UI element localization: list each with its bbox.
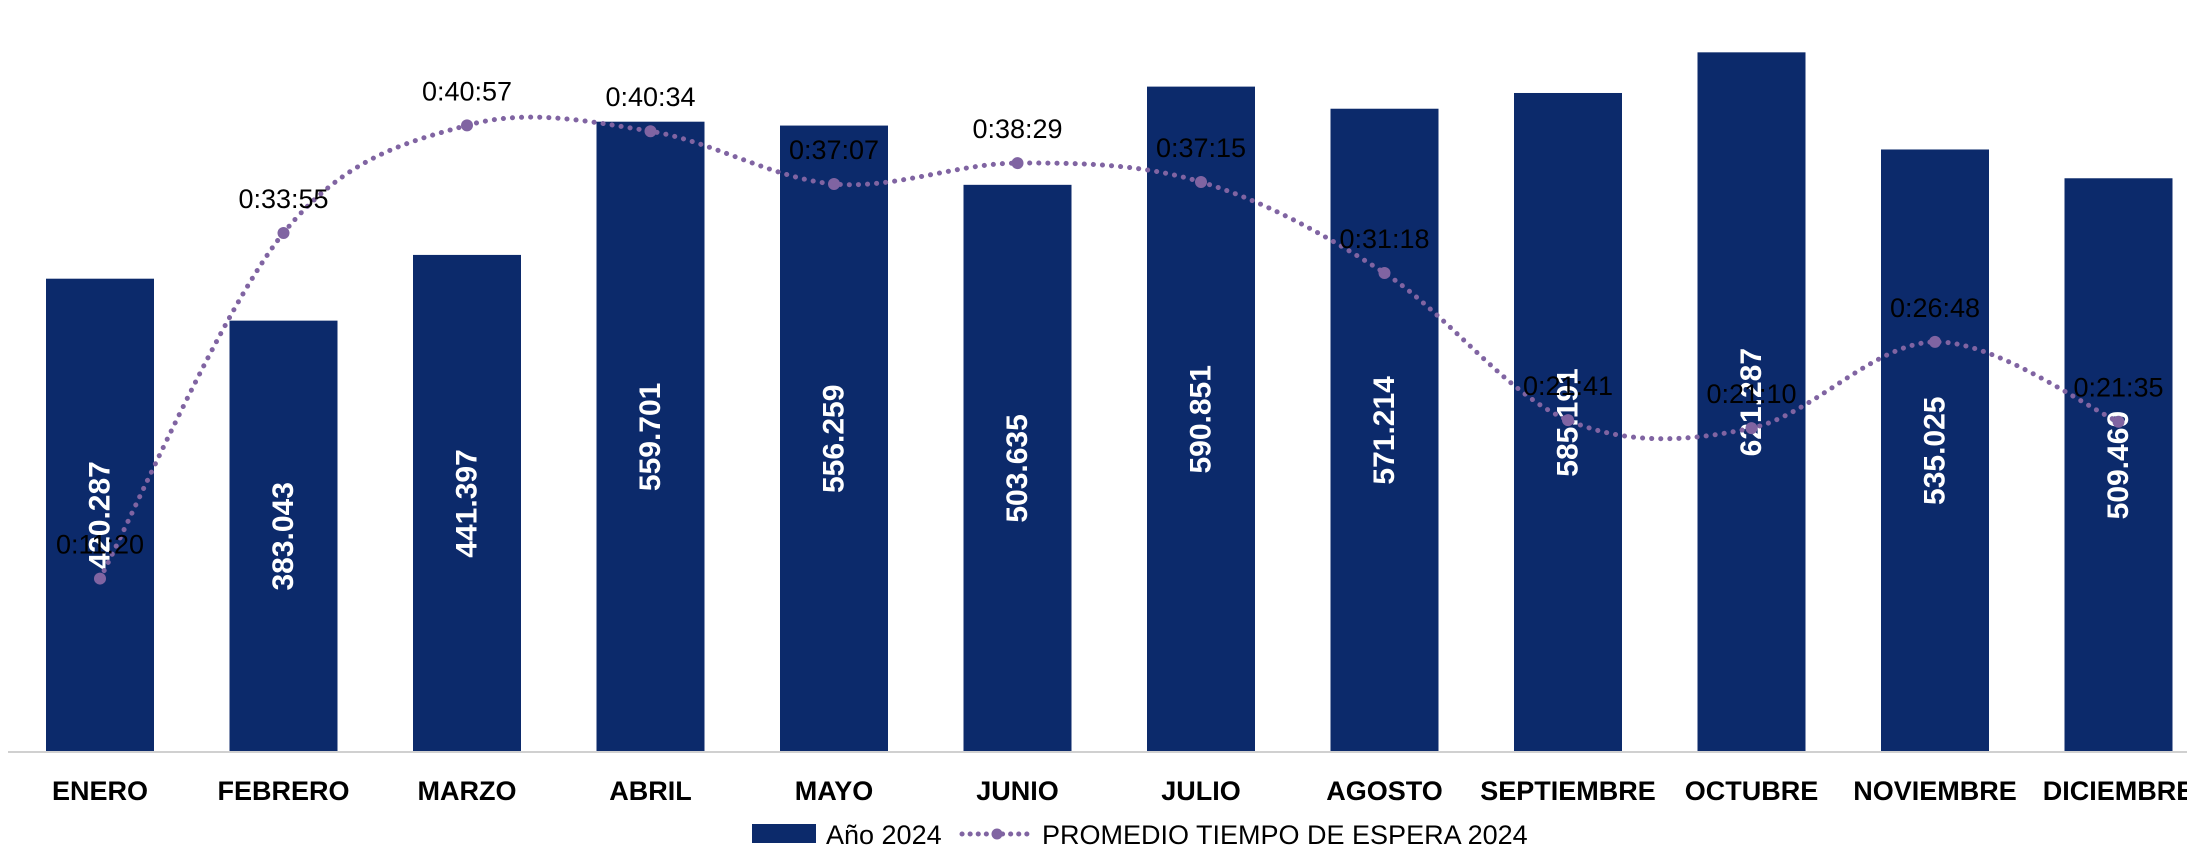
bar xyxy=(229,320,338,752)
bars-layer: 420.287 383.043 441.397 559.701 556.259 503.6… xyxy=(46,52,2173,753)
category-label: ABRIL xyxy=(609,776,692,806)
category-label: FEBRERO xyxy=(217,776,349,806)
category-label: AGOSTO xyxy=(1326,776,1443,806)
legend-swatch-marker xyxy=(991,828,1003,840)
bar-value-label: 621.287 xyxy=(1735,348,1768,456)
bar xyxy=(963,184,1072,752)
bar-value-label: 420.287 xyxy=(84,461,117,569)
line-value-label: 0:31:18 xyxy=(1339,224,1429,254)
category-label: NOVIEMBRE xyxy=(1853,776,2017,806)
line-value-label: 0:33:55 xyxy=(238,184,328,214)
line-marker xyxy=(1562,414,1574,427)
legend-swatch-bar xyxy=(752,824,816,843)
line-marker xyxy=(644,125,657,138)
bar xyxy=(1697,52,1806,752)
line-value-label: 0:40:57 xyxy=(422,76,512,106)
bar-value-label: 383.043 xyxy=(267,482,300,590)
line-layer xyxy=(94,114,2125,585)
category-label: MARZO xyxy=(418,776,517,806)
category-label: JUNIO xyxy=(976,776,1059,806)
legend: Año 2024 PROMEDIO TIEMPO DE ESPERA 2024 xyxy=(752,820,1528,848)
bar-value-label: 535.025 xyxy=(1919,397,1952,505)
bar-value-label: 559.701 xyxy=(634,383,667,491)
legend-label-line: PROMEDIO TIEMPO DE ESPERA 2024 xyxy=(1042,820,1528,848)
bar xyxy=(596,121,705,753)
bar xyxy=(1881,149,1989,752)
labels-layer: 0:11:20 0:33:55 0:40:57 0:40:34 0:37:07 0:38:… xyxy=(56,76,2164,559)
line-marker xyxy=(1745,422,1758,435)
bar xyxy=(780,125,888,753)
category-label: ENERO xyxy=(52,776,148,806)
line-marker xyxy=(2112,415,2125,428)
series-line xyxy=(97,114,2121,582)
line-marker xyxy=(828,177,840,190)
line-value-label: 0:37:15 xyxy=(1156,133,1246,163)
bar-value-label: 503.635 xyxy=(1001,414,1034,522)
bar-value-label: 590.851 xyxy=(1185,365,1218,473)
line-value-label: 0:38:29 xyxy=(972,114,1062,144)
bar-value-label: 441.397 xyxy=(451,449,484,557)
category-label: MAYO xyxy=(795,776,874,806)
bar xyxy=(1147,86,1255,753)
line-marker xyxy=(461,119,473,132)
line-marker xyxy=(1929,335,1941,348)
category-label: DICIEMBRE xyxy=(2043,776,2187,806)
line-value-label: 0:40:34 xyxy=(605,82,695,112)
bar xyxy=(1330,108,1439,752)
bar xyxy=(2064,178,2173,753)
bar-value-label: 556.259 xyxy=(818,385,851,493)
line-marker xyxy=(1378,267,1391,280)
line-value-label: 0:11:20 xyxy=(56,530,144,560)
line-value-label: 0:21:10 xyxy=(1706,379,1796,409)
category-label: SEPTIEMBRE xyxy=(1480,776,1656,806)
bar-value-label: 509.460 xyxy=(2102,411,2135,519)
categories-layer: ENERO FEBRERO MARZO ABRIL MAYO JUNIO JULIO AGOS… xyxy=(52,776,2187,806)
line-marker xyxy=(1011,157,1024,170)
bar xyxy=(46,278,154,752)
line-value-label: 0:21:41 xyxy=(1523,371,1613,401)
category-label: OCTUBRE xyxy=(1685,776,1819,806)
category-label: JULIO xyxy=(1161,776,1241,806)
legend-label-bar: Año 2024 xyxy=(826,820,942,848)
line-marker xyxy=(94,572,106,585)
bar-value-label: 571.214 xyxy=(1368,376,1401,485)
line-value-label: 0:21:35 xyxy=(2073,373,2163,403)
line-value-label: 0:37:07 xyxy=(789,135,879,165)
line-marker xyxy=(277,226,290,239)
bar xyxy=(413,254,521,752)
line-value-label: 0:26:48 xyxy=(1890,293,1980,323)
line-marker xyxy=(1195,175,1207,188)
